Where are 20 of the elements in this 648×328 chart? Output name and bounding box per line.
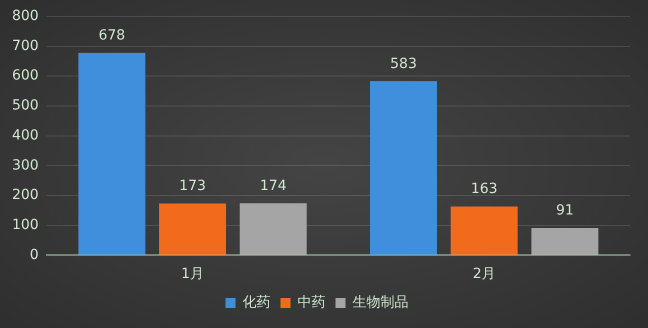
data-label: 163 (470, 181, 498, 198)
y-tick-label: 500 (12, 98, 39, 114)
data-label: 174 (260, 178, 287, 194)
y-tick-label: 0 (30, 246, 39, 263)
y-tick-label: 600 (12, 68, 39, 84)
y-tick-label: 700 (12, 38, 39, 54)
y-tick-label: 200 (12, 187, 39, 204)
data-label: 678 (98, 27, 126, 44)
data-label: 583 (390, 56, 417, 72)
legend-label: 化药 (242, 294, 270, 311)
x-tick-label: 2月 (472, 266, 496, 282)
y-tick-label: 800 (12, 8, 39, 24)
x-tick-label: 1月 (181, 266, 204, 282)
data-label: 91 (556, 202, 574, 219)
y-tick-label: 100 (12, 216, 39, 233)
y-tick-label: 300 (12, 157, 39, 174)
legend-label: 生物制品 (352, 294, 408, 311)
legend-label: 中药 (298, 294, 326, 311)
data-label: 173 (179, 178, 206, 194)
y-tick-label: 400 (12, 127, 39, 144)
